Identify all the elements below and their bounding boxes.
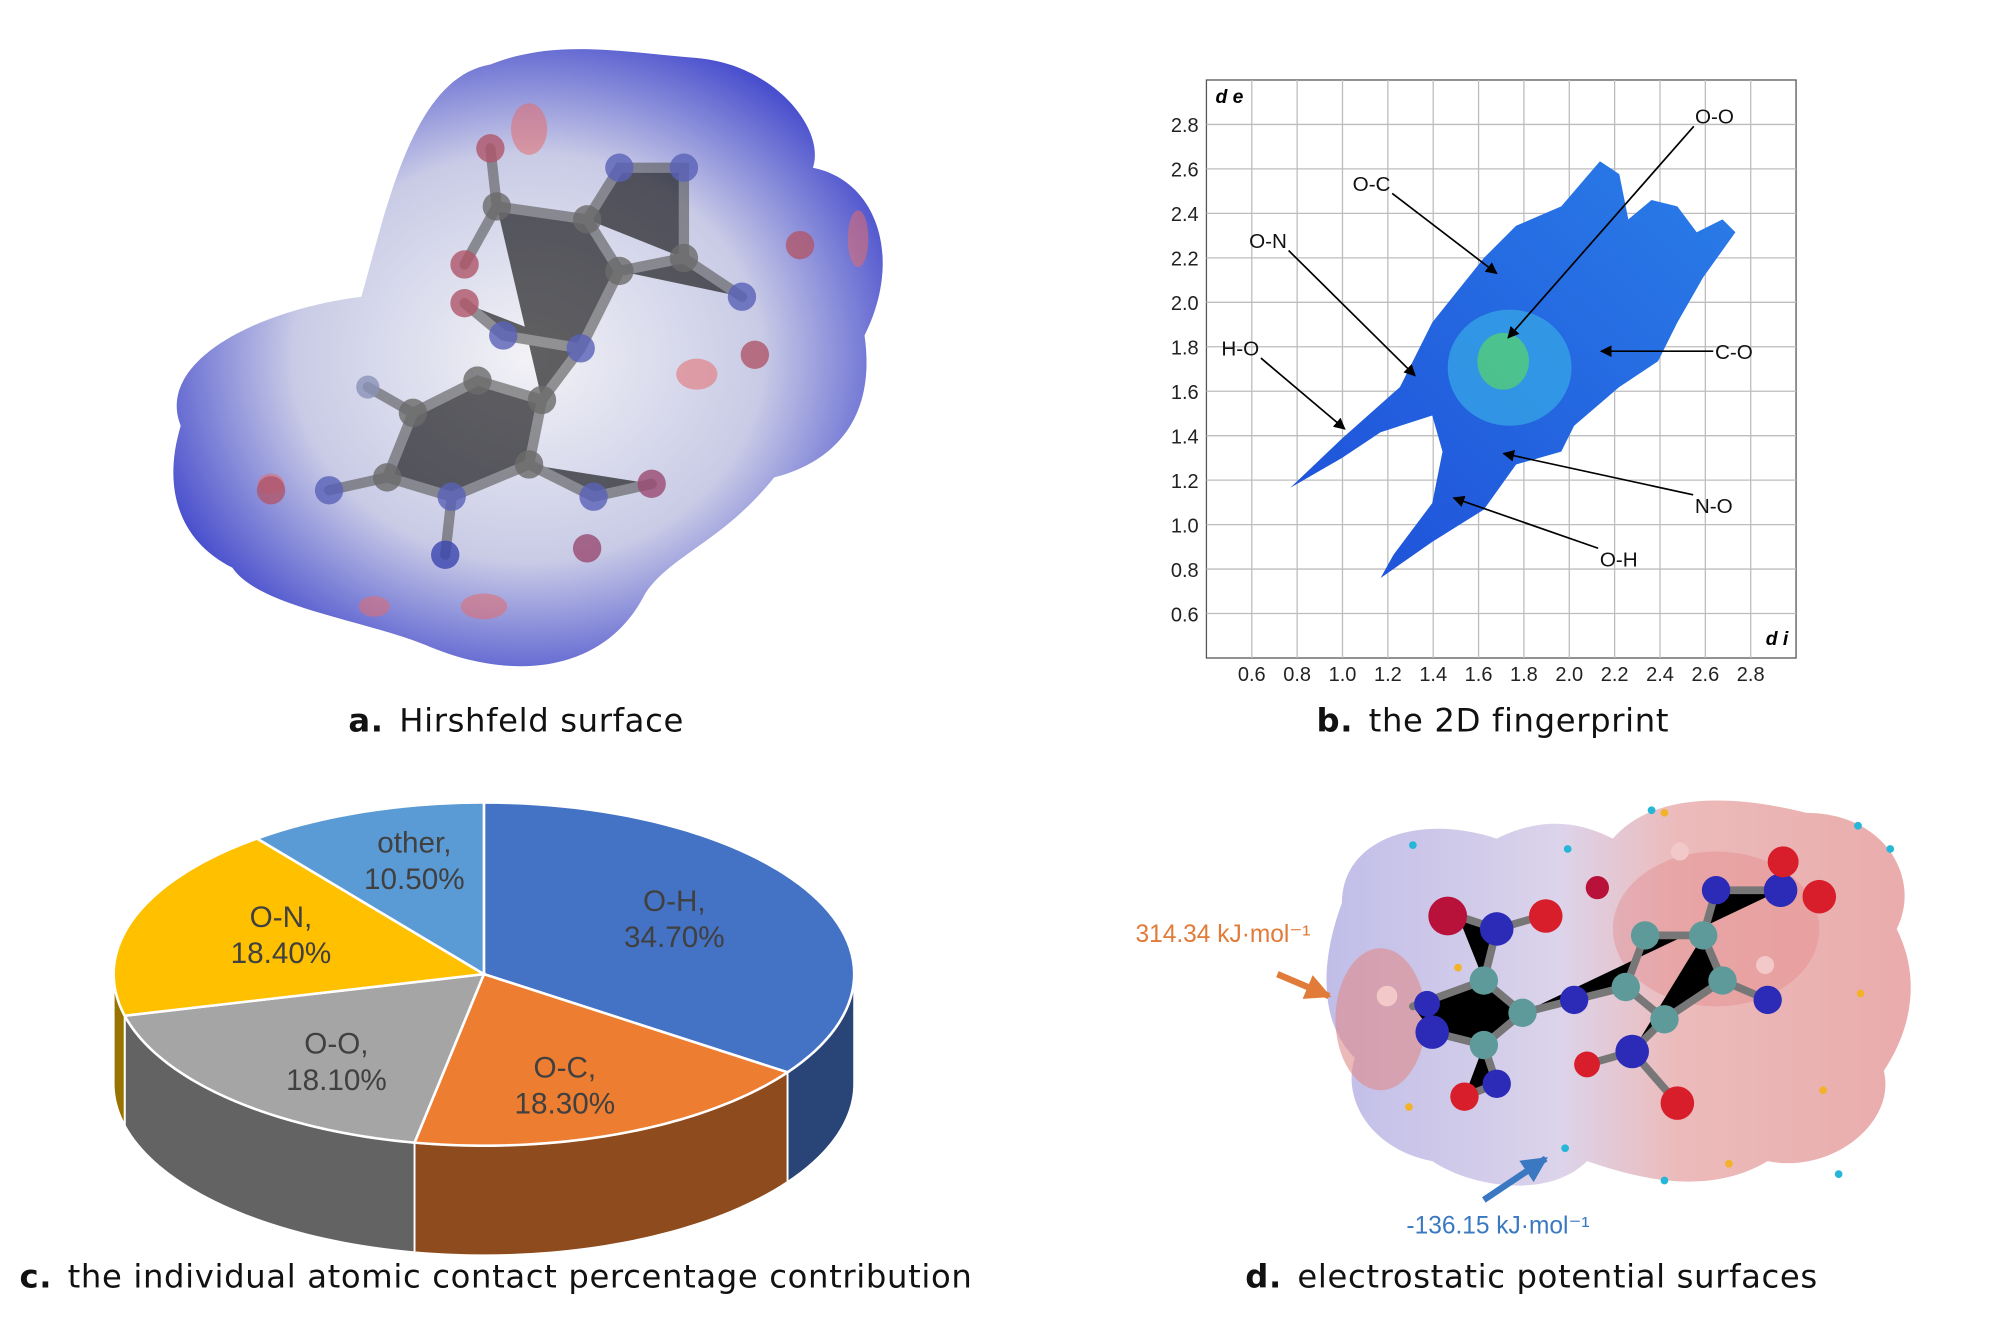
x-tick-label: 0.8 bbox=[1283, 664, 1311, 686]
annotation-label: O-C bbox=[1353, 173, 1391, 196]
esp-min-label: -136.15 kJ·mol⁻¹ bbox=[1406, 1212, 1589, 1239]
caption: a. Hirshfeld surface bbox=[348, 702, 684, 740]
annotation-arrow bbox=[1502, 449, 1694, 496]
caption-text: Hirshfeld surface bbox=[399, 702, 684, 740]
annotation-label: O-H bbox=[1600, 548, 1638, 571]
pie-value-label: 34.70% bbox=[624, 921, 725, 954]
annotation-arrow bbox=[1260, 357, 1346, 430]
pie-slice bbox=[112, 837, 488, 1018]
y-tick-label: 2.6 bbox=[1171, 160, 1199, 182]
annotation-label: O-N bbox=[1249, 230, 1287, 253]
y-tick-label: 1.2 bbox=[1171, 471, 1199, 493]
annotation-arrow bbox=[1507, 125, 1695, 339]
x-tick-label: 1.6 bbox=[1465, 664, 1493, 686]
x-tick-label: 1.0 bbox=[1329, 664, 1357, 686]
y-tick-label: 1.8 bbox=[1171, 338, 1199, 360]
y-tick-label: 0.8 bbox=[1171, 560, 1199, 582]
pie-value-label: 18.30% bbox=[515, 1088, 616, 1121]
caption-text: the individual atomic contact percentage… bbox=[68, 1258, 973, 1296]
pie-value-label: 10.50% bbox=[364, 863, 465, 896]
x-tick-label: 2.8 bbox=[1737, 664, 1765, 686]
annotation-label: C-O bbox=[1715, 341, 1753, 364]
pie-value-label: 18.10% bbox=[286, 1064, 387, 1097]
annotation-arrow bbox=[1288, 249, 1416, 377]
esp-surface: 314.34 kJ·mol⁻¹ -136.15 kJ·mol⁻¹ bbox=[1135, 800, 1911, 1239]
x-tick-label: 1.4 bbox=[1419, 664, 1447, 686]
x-tick-label: 2.4 bbox=[1646, 664, 1674, 686]
y-tick-label: 2.4 bbox=[1171, 204, 1199, 226]
y-tick-label: 1.6 bbox=[1171, 382, 1199, 404]
y-tick-label: 1.4 bbox=[1171, 426, 1199, 448]
pie-slice bbox=[122, 972, 486, 1145]
hirshfeld-surface bbox=[173, 49, 883, 667]
pie-slice bbox=[412, 972, 791, 1147]
x-tick-label: 2.6 bbox=[1691, 664, 1719, 686]
annotation-label: N-O bbox=[1695, 495, 1733, 518]
caption: d. electrostatic potential surfaces bbox=[1245, 1258, 1818, 1296]
caption-letter: d. bbox=[1245, 1258, 1282, 1296]
caption-letter: a. bbox=[348, 702, 383, 740]
annotation-label: H-O bbox=[1221, 337, 1259, 360]
caption: c. the individual atomic contact percenta… bbox=[19, 1258, 972, 1296]
pie-category-label: O-C, bbox=[534, 1052, 597, 1085]
caption-letter: b. bbox=[1317, 702, 1354, 740]
y-tick-label: 0.6 bbox=[1171, 604, 1199, 626]
annotation-label: O-O bbox=[1695, 106, 1734, 129]
y-axis-label: d e bbox=[1215, 86, 1243, 108]
annotation-arrow bbox=[1452, 495, 1599, 550]
x-axis-label: d i bbox=[1766, 628, 1789, 650]
pie-chart: O-H,34.70% O-C,18.30% O-O,18.10% O-N,18.40%… bbox=[112, 801, 856, 1257]
caption-letter: c. bbox=[19, 1258, 52, 1296]
pie-value-label: 18.40% bbox=[231, 937, 332, 970]
x-tick-label: 0.6 bbox=[1238, 664, 1266, 686]
y-tick-label: 2.8 bbox=[1171, 115, 1199, 137]
annotation-arrow bbox=[1482, 1155, 1548, 1203]
fingerprint-plot: 0.6 0.8 1.0 1.2 1.4 1.6 1.8 2.0 2.2 2.4 2.6 2.8 0.6 0… bbox=[1171, 79, 1797, 686]
esp-max-label: 314.34 kJ·mol⁻¹ bbox=[1135, 921, 1310, 948]
x-tick-label: 1.2 bbox=[1374, 664, 1402, 686]
pie-slice bbox=[253, 801, 486, 977]
y-tick-label: 2.0 bbox=[1171, 293, 1199, 315]
y-tick-label: 1.0 bbox=[1171, 515, 1199, 537]
pie-category-label: O-H, bbox=[643, 885, 706, 918]
pie-category-label: O-O, bbox=[304, 1028, 368, 1061]
y-tick-label: 2.2 bbox=[1171, 249, 1199, 271]
annotation-arrow bbox=[1391, 192, 1498, 275]
caption: b. the 2D fingerprint bbox=[1317, 702, 1670, 740]
pie-slice bbox=[482, 801, 856, 1074]
annotation-arrow bbox=[1276, 971, 1332, 999]
x-tick-label: 1.8 bbox=[1510, 664, 1538, 686]
caption-text: the 2D fingerprint bbox=[1369, 702, 1670, 740]
x-tick-label: 2.2 bbox=[1601, 664, 1629, 686]
caption-text: electrostatic potential surfaces bbox=[1297, 1258, 1817, 1296]
x-tick-label: 2.0 bbox=[1555, 664, 1583, 686]
pie-category-label: other, bbox=[377, 827, 451, 860]
fingerprint-cloud bbox=[1290, 161, 1736, 579]
pie-category-label: O-N, bbox=[250, 901, 313, 934]
